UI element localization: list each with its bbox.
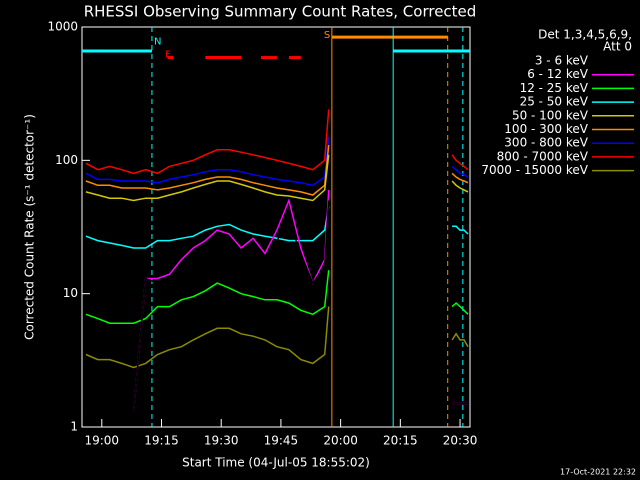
timestamp: 17-Oct-2021 22:32 (560, 468, 636, 477)
series-line (85, 270, 469, 324)
legend-header: Att 0 (603, 40, 632, 54)
legend-label: 7000 - 15000 keV (481, 163, 588, 177)
x-tick-label: 20:00 (323, 434, 358, 448)
series-line (85, 145, 469, 196)
flag-label: S (324, 30, 330, 41)
legend-label: 50 - 100 keV (512, 108, 589, 122)
x-tick-label: 19:45 (264, 434, 299, 448)
series-line (85, 136, 469, 187)
x-tick-label: 20:15 (383, 434, 418, 448)
y-axis-label: Corrected Count Rate (s⁻¹ detector⁻¹) (23, 114, 37, 340)
series-line (85, 109, 469, 175)
legend-label: 12 - 25 keV (520, 81, 589, 95)
flag-label: F (165, 50, 171, 61)
series-line (85, 200, 468, 413)
flag-label: N (154, 36, 161, 47)
x-tick-label: 19:00 (84, 434, 119, 448)
legend-label: 3 - 6 keV (535, 54, 589, 68)
y-tick-label: 10 (63, 286, 78, 300)
legend-label: 800 - 7000 keV (497, 149, 589, 163)
series-line (85, 206, 469, 249)
legend-header: Det 1,3,4,5,6,9, (538, 28, 632, 42)
y-tick-label: 100 (55, 153, 78, 167)
legend-label: 6 - 12 keV (527, 67, 589, 81)
x-tick-label: 20:30 (443, 434, 478, 448)
series-line (85, 154, 469, 202)
x-tick-label: 19:30 (204, 434, 239, 448)
x-axis-label: Start Time (04-Jul-05 18:55:02) (182, 456, 370, 470)
x-tick-label: 19:15 (144, 434, 179, 448)
plot-frame (81, 26, 471, 428)
legend-label: 100 - 300 keV (504, 122, 588, 136)
series-line (85, 306, 469, 369)
legend-label: 25 - 50 keV (520, 95, 589, 109)
chart-title: RHESSI Observing Summary Count Rates, Co… (84, 3, 477, 21)
legend-label: 300 - 800 keV (504, 136, 588, 150)
y-tick-label: 1 (70, 420, 78, 434)
y-tick-label: 1000 (47, 20, 78, 34)
